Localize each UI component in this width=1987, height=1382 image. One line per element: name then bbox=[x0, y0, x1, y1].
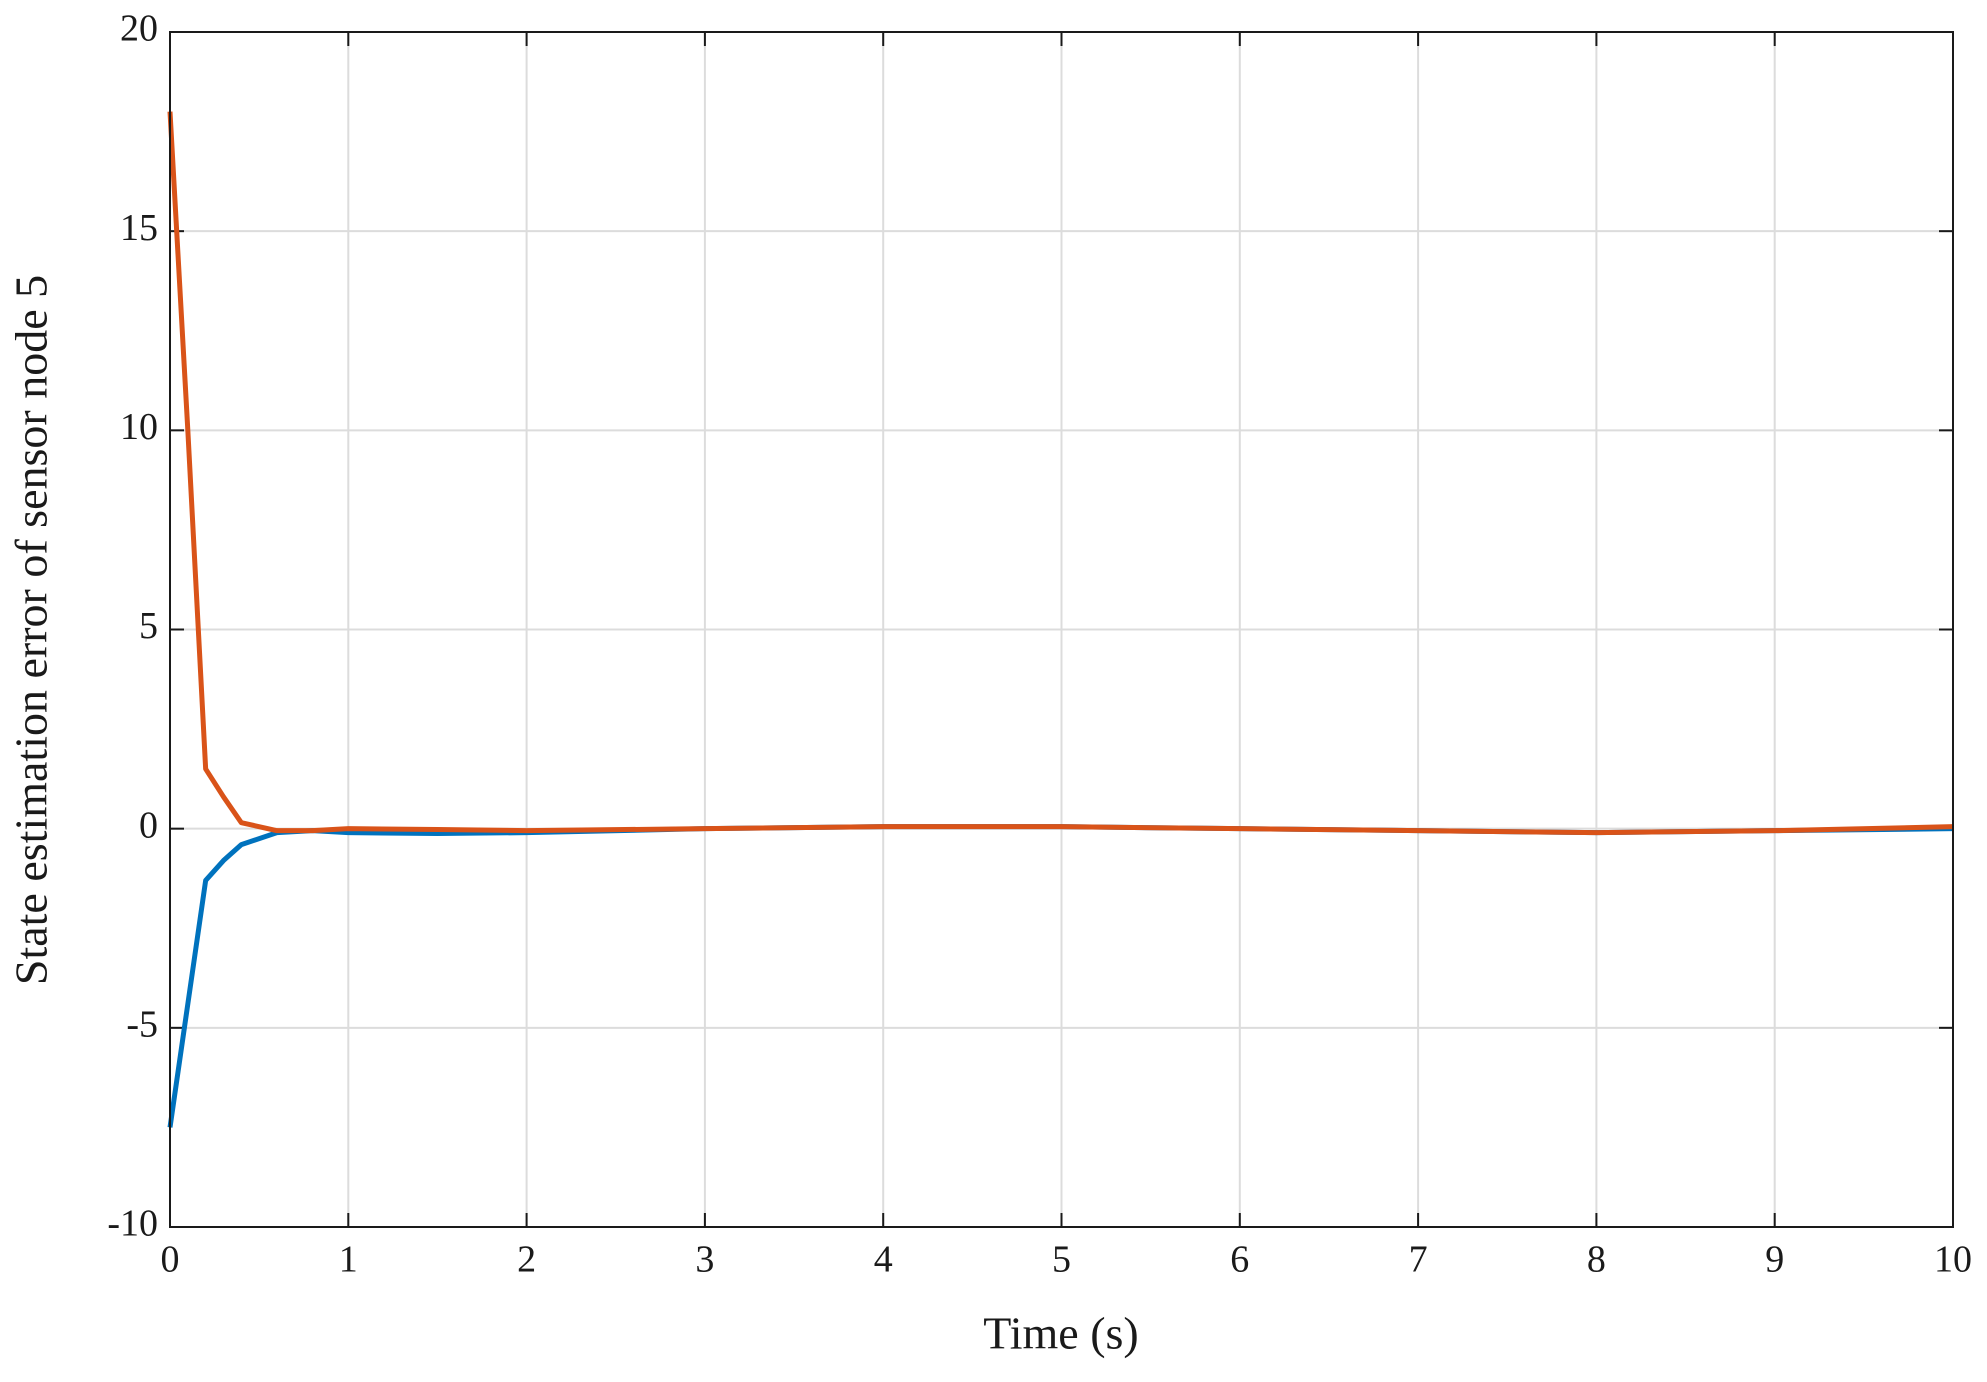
x-tick-label: 0 bbox=[161, 1239, 180, 1281]
plot-frame bbox=[169, 31, 1954, 1228]
x-tick-label: 7 bbox=[1409, 1239, 1428, 1281]
x-tick-label: 2 bbox=[517, 1239, 536, 1281]
y-tick-label: 15 bbox=[120, 207, 158, 249]
y-tick-label: 20 bbox=[120, 8, 158, 50]
x-tick-label: 1 bbox=[339, 1239, 358, 1281]
x-tick-label: 9 bbox=[1765, 1239, 1784, 1281]
x-tick-label: 4 bbox=[874, 1239, 893, 1281]
y-tick-label: 5 bbox=[139, 605, 158, 647]
x-tick-label: 5 bbox=[1052, 1239, 1071, 1281]
x-tick-label: 6 bbox=[1230, 1239, 1249, 1281]
y-tick-label: 10 bbox=[120, 406, 158, 448]
x-axis-label: Time (s) bbox=[983, 1308, 1139, 1359]
y-tick-label: -10 bbox=[107, 1203, 158, 1245]
y-tick-label: 0 bbox=[139, 804, 158, 846]
x-tick-label: 8 bbox=[1587, 1239, 1606, 1281]
y-axis-label: State estimation error of sensor node 5 bbox=[6, 275, 57, 985]
y-tick-label: -5 bbox=[126, 1004, 158, 1046]
x-tick-label: 3 bbox=[695, 1239, 714, 1281]
data-line bbox=[167, 111, 1954, 836]
x-tick-label: 10 bbox=[1934, 1239, 1972, 1281]
